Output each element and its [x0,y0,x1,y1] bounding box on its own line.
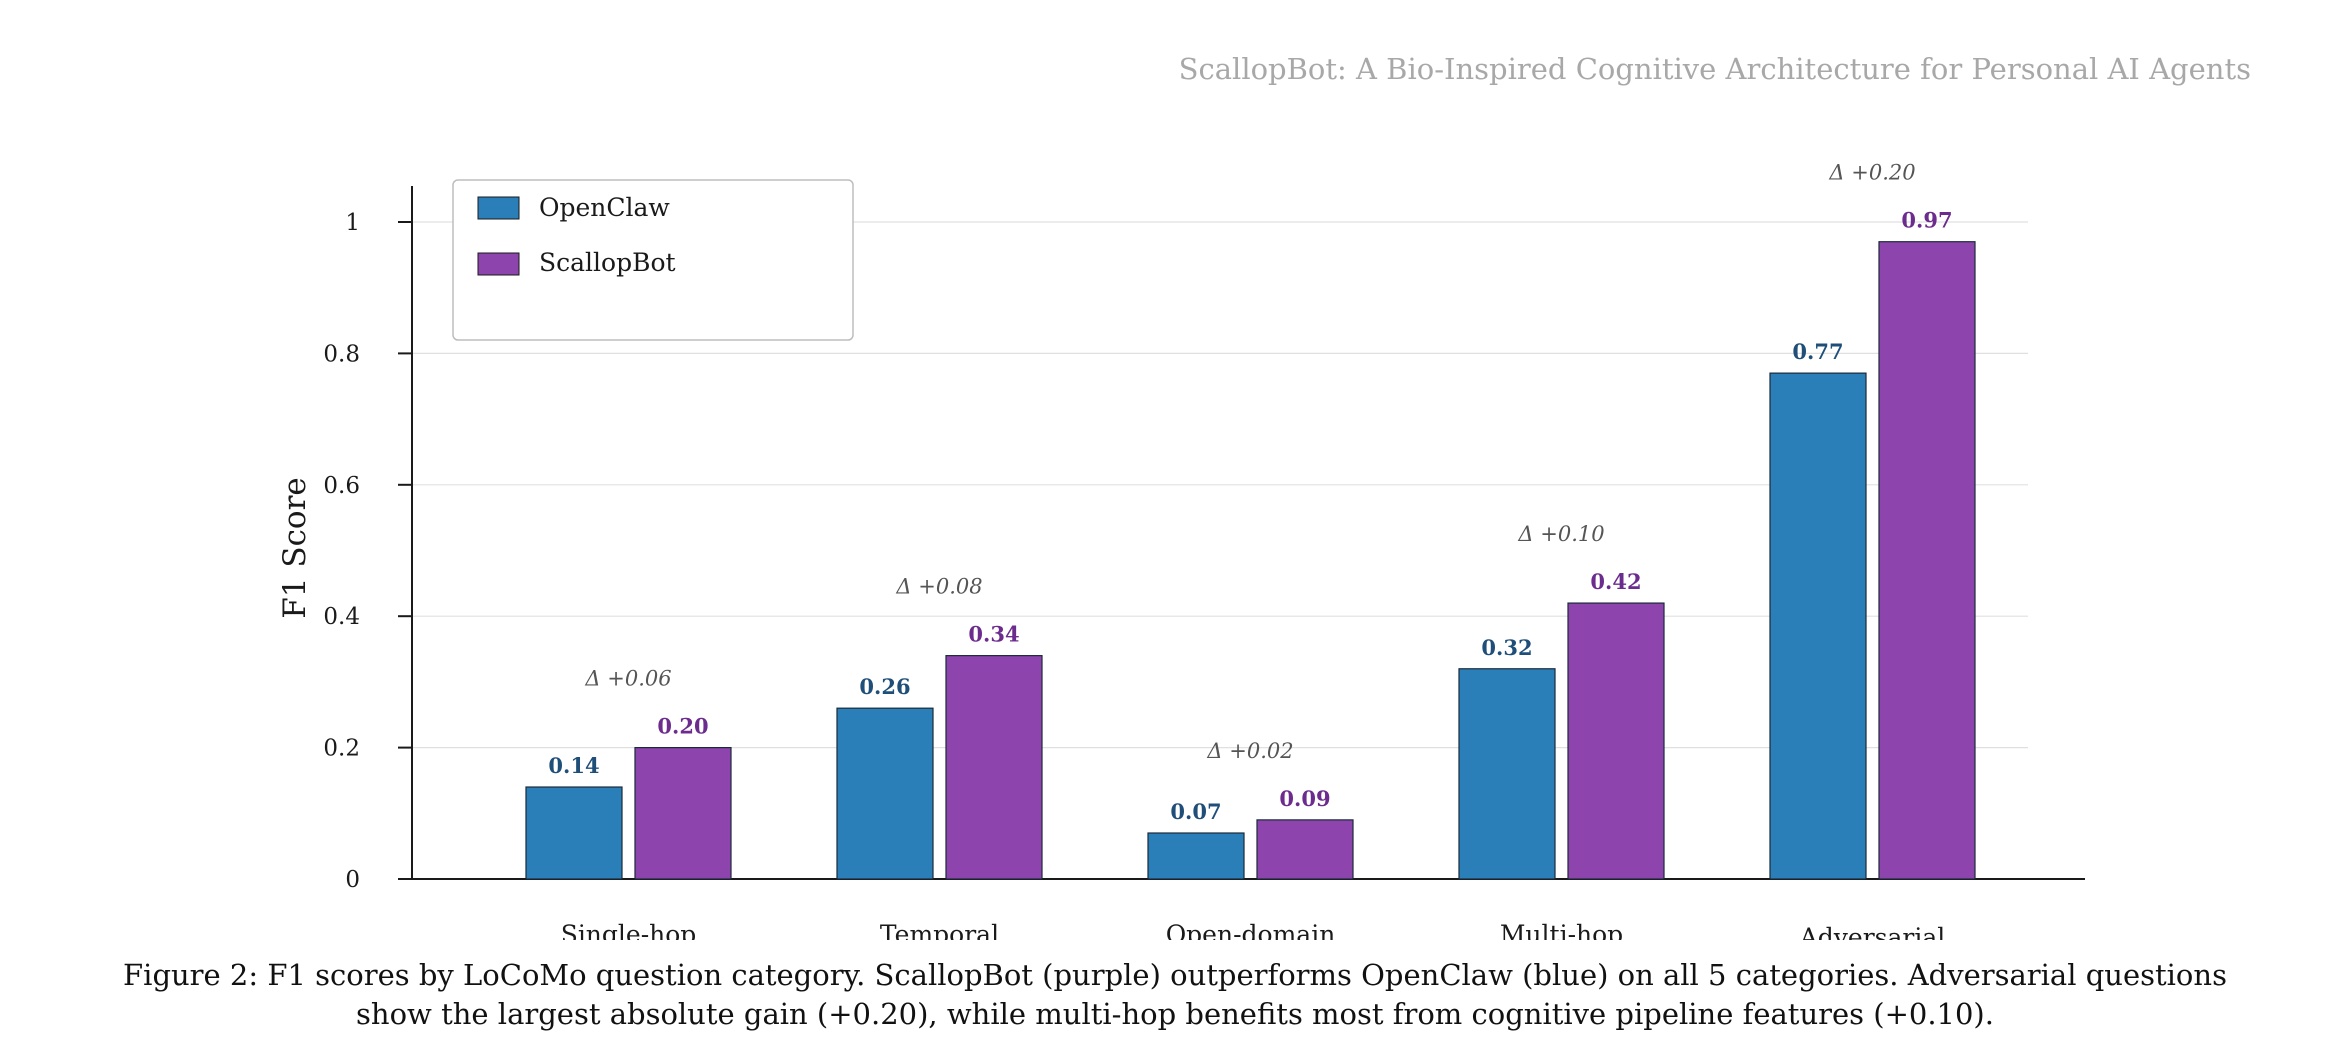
bar-openclaw-multi-hop [1458,668,1556,880]
bar-openclaw-temporal [836,707,934,880]
delta-annotation: Δ +0.02 [1206,739,1293,763]
paper-header-title: ScallopBot: A Bio-Inspired Cognitive Arc… [1178,52,2251,86]
figure-caption: Figure 2: F1 scores by LoCoMo question c… [123,958,2227,1031]
value-label: 0.20 [657,714,708,739]
legend-label-scallopbot: ScallopBot [539,248,676,277]
value-label: 0.97 [1901,208,1952,233]
legend-swatch-scallopbot [477,252,520,276]
legend-label-openclaw: OpenClaw [539,193,670,222]
category-label: Open-domain [1166,920,1336,940]
value-label: 0.77 [1792,339,1843,364]
category-label: Temporal [880,920,999,940]
bar-openclaw-single-hop [525,786,623,880]
y-axis-label: F1 Score [277,477,313,619]
y-tick-label: 1 [345,210,360,236]
delta-annotation: Δ +0.20 [1828,161,1915,185]
bar-openclaw-open-domain [1147,832,1245,880]
value-label: 0.42 [1590,569,1641,594]
bars [525,241,1976,880]
category-label: Adversarial [1799,923,1946,940]
bar-scallopbot-multi-hop [1567,602,1665,880]
bar-scallopbot-open-domain [1256,819,1354,880]
delta-annotation: Δ +0.10 [1517,522,1604,546]
bar-scallopbot-adversarial [1878,241,1976,880]
legend-box [452,179,854,341]
y-tick-label: 0.2 [323,736,360,762]
value-label: 0.32 [1481,635,1532,660]
labels: 0 0.2 0.4 0.6 0.8 1 0.14 0.20 Δ +0.06 Single-hop 0… [323,161,1952,940]
y-tick-label: 0 [345,867,360,893]
y-tick-label: 0.4 [323,604,360,630]
value-label: 0.07 [1170,799,1221,824]
value-label: 0.34 [968,622,1019,647]
legend: OpenClaw ScallopBot [452,179,854,341]
delta-annotation: Δ +0.06 [584,667,671,691]
bar-scallopbot-temporal [945,655,1043,880]
y-tick-label: 0.6 [323,473,360,499]
legend-swatch-openclaw [477,196,520,220]
bar-scallopbot-single-hop [634,746,732,880]
y-tick-label: 0.8 [323,341,360,367]
bar-openclaw-adversarial [1769,372,1867,880]
value-label: 0.14 [548,753,599,778]
value-label: 0.09 [1279,786,1330,811]
category-label: Single-hop [561,920,697,940]
f1-bar-chart: 0 0.2 0.4 0.6 0.8 1 0.14 0.20 Δ +0.06 Single-hop 0… [277,161,2085,940]
value-label: 0.26 [859,674,910,699]
category-label: Multi-hop [1500,920,1623,940]
delta-annotation: Δ +0.08 [895,575,982,599]
